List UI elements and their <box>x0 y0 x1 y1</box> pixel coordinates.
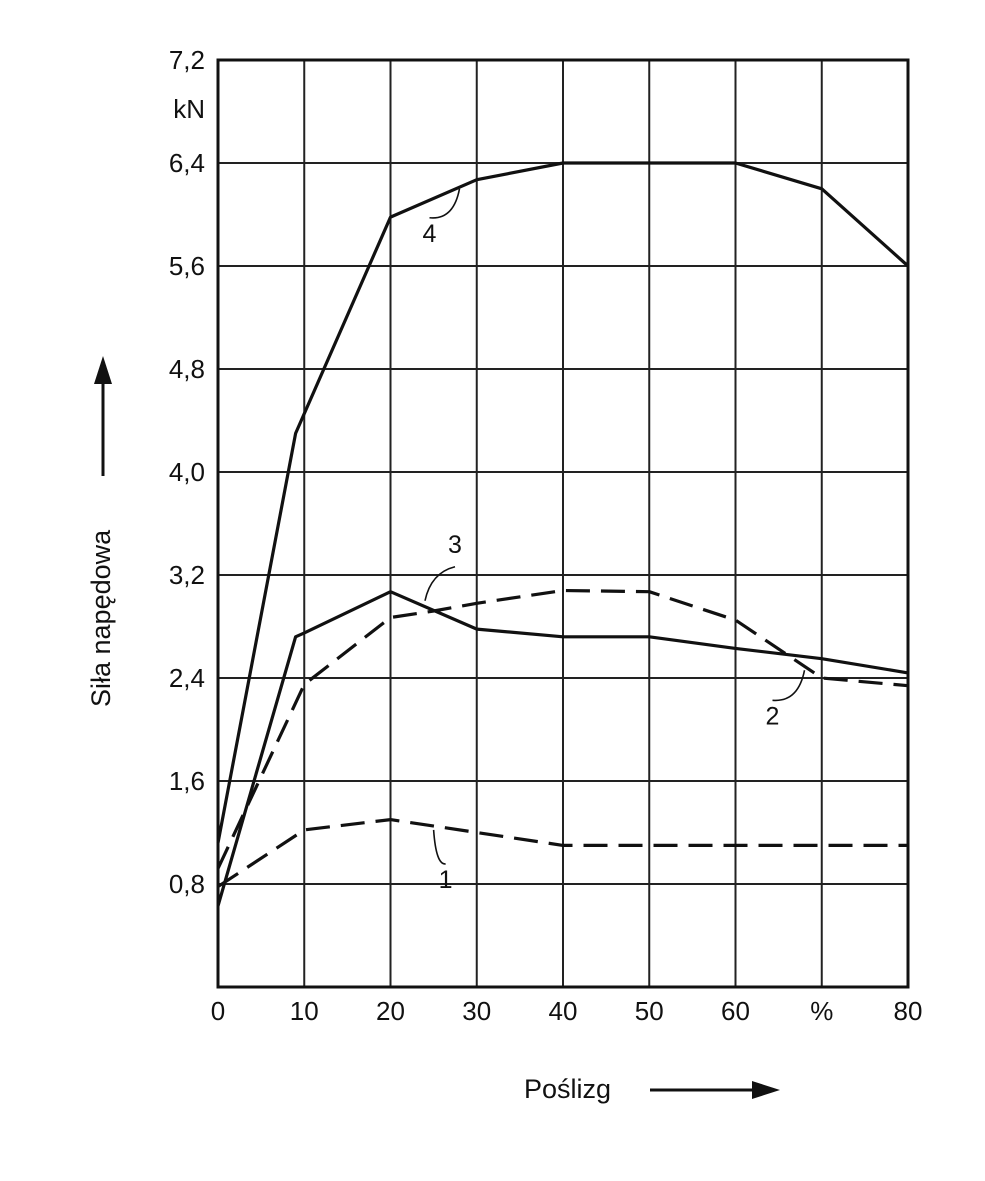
y-tick-labels: 0,8 1,6 2,4 3,2 4,0 4,8 5,6 6,4 7,2 <box>169 45 205 899</box>
y-tick-label: 4,0 <box>169 457 205 487</box>
y-tick-label: 2,4 <box>169 663 205 693</box>
y-tick-label: 6,4 <box>169 148 205 178</box>
x-tick-label: % <box>810 996 833 1026</box>
series-leader-1 <box>432 829 446 865</box>
y-axis-arrow <box>94 356 112 476</box>
series-label-3: 3 <box>448 531 462 559</box>
y-axis-label: Siła napędowa <box>86 529 116 707</box>
x-tick-label: 30 <box>462 996 491 1026</box>
y-tick-label: 5,6 <box>169 251 205 281</box>
y-tick-label: 1,6 <box>169 766 205 796</box>
series-leader-3 <box>424 565 456 601</box>
x-axis-label: Poślizg <box>524 1074 611 1104</box>
x-tick-label: 80 <box>894 996 923 1026</box>
x-tick-label: 50 <box>635 996 664 1026</box>
series-layer <box>216 161 910 907</box>
y-tick-label: 0,8 <box>169 869 205 899</box>
grid <box>218 60 908 987</box>
x-tick-label: 60 <box>721 996 750 1026</box>
series-label-2: 2 <box>766 702 780 730</box>
series-label-leaders <box>424 188 806 865</box>
y-tick-label: 3,2 <box>169 560 205 590</box>
series-leader-4 <box>429 188 461 219</box>
y-unit-label: kN <box>173 94 205 124</box>
series-leader-2 <box>772 670 806 702</box>
x-tick-label: 10 <box>290 996 319 1026</box>
y-tick-label: 7,2 <box>169 45 205 75</box>
series-label-4: 4 <box>423 220 437 248</box>
x-tick-label: 40 <box>549 996 578 1026</box>
series-line-4 <box>216 161 910 844</box>
x-tick-labels: 0 10 20 30 40 50 60% 80 <box>211 996 923 1026</box>
series-labels: 1 2 3 4 <box>423 220 780 894</box>
series-line-3 <box>216 590 909 907</box>
series-line-1 <box>217 817 908 888</box>
y-tick-label: 4,8 <box>169 354 205 384</box>
series-line-2 <box>216 588 909 870</box>
x-tick-label: 0 <box>211 996 225 1026</box>
x-axis-arrow <box>650 1081 780 1099</box>
x-tick-label: 20 <box>376 996 405 1026</box>
series-label-1: 1 <box>439 866 453 894</box>
plot-frame <box>216 58 910 989</box>
